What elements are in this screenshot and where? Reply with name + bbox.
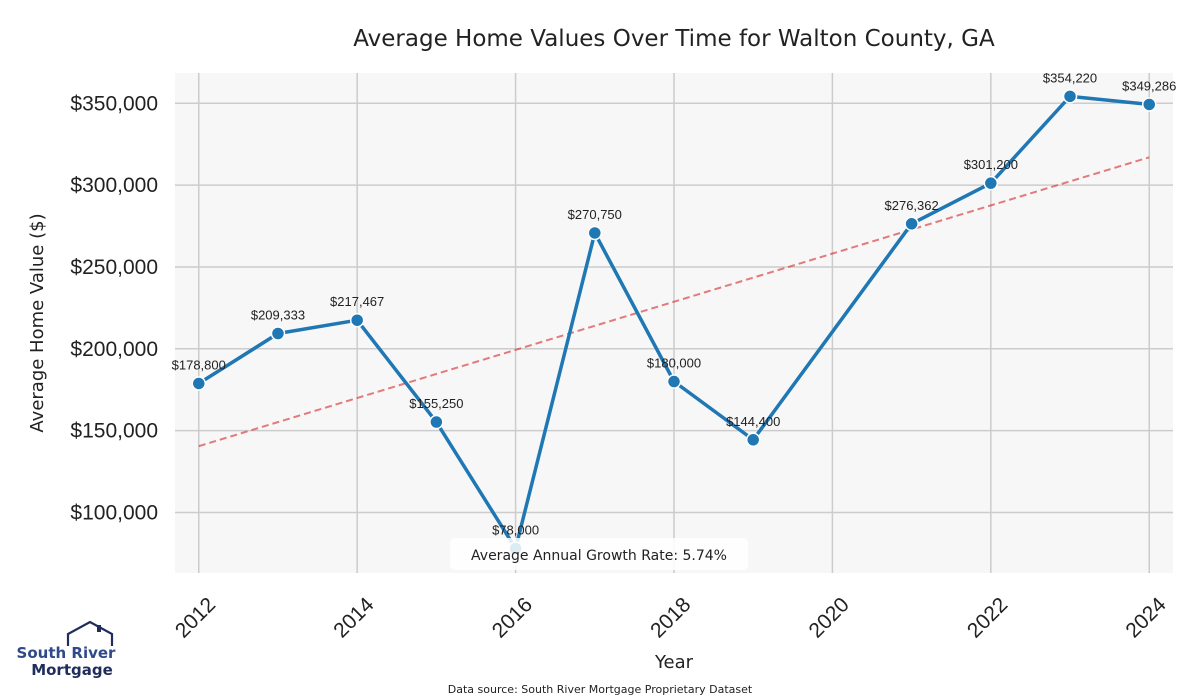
x-tick-label: 2020 xyxy=(805,593,854,642)
y-tick-label: $300,000 xyxy=(70,174,158,197)
data-point xyxy=(983,175,999,191)
x-tick-label: 2014 xyxy=(329,593,379,643)
growth-rate-text: Average Annual Growth Rate: 5.74% xyxy=(471,548,727,564)
chimney-icon xyxy=(97,625,101,632)
data-point xyxy=(587,225,603,241)
y-tick-label: $150,000 xyxy=(70,420,158,443)
data-label: $178,800 xyxy=(172,357,226,372)
x-tick-label: 2024 xyxy=(1121,593,1171,643)
y-tick-label: $250,000 xyxy=(70,256,158,279)
x-tick-label: 2022 xyxy=(963,593,1012,642)
data-point xyxy=(1141,97,1157,112)
data-point xyxy=(349,312,365,328)
y-axis-ticks: $100,000 $150,000 $200,000 $250,000 $300,000… xyxy=(70,92,158,524)
x-tick-label: 2018 xyxy=(646,593,695,642)
chart-title: Average Home Values Over Time for Walton… xyxy=(353,26,995,52)
y-tick-label: $350,000 xyxy=(70,92,158,115)
house-roof-icon xyxy=(66,620,114,646)
grid xyxy=(175,73,1173,573)
data-label: $301,200 xyxy=(964,157,1018,172)
data-point xyxy=(429,414,444,430)
x-tick-label: 2016 xyxy=(488,593,537,642)
data-point xyxy=(270,326,286,341)
data-label: $349,286 xyxy=(1122,78,1176,93)
data-label: $144,400 xyxy=(726,414,780,429)
x-tick-label: 2012 xyxy=(171,593,220,642)
y-tick-label: $100,000 xyxy=(70,501,158,524)
series-line xyxy=(197,94,1150,551)
logo-line2: Mortgage xyxy=(31,661,113,679)
data-label: $180,000 xyxy=(647,356,701,371)
data-label: $354,220 xyxy=(1043,70,1097,85)
trendline-path xyxy=(198,156,1150,448)
data-point xyxy=(666,374,682,389)
data-label: $209,333 xyxy=(251,308,305,323)
y-tick-label: $200,000 xyxy=(70,338,158,361)
data-label: $217,467 xyxy=(330,294,384,309)
growth-rate-annotation: Average Annual Growth Rate: 5.74% xyxy=(450,538,748,570)
data-label: $270,750 xyxy=(568,207,622,222)
data-point xyxy=(1062,89,1078,104)
company-logo: South River Mortgage xyxy=(17,620,117,679)
data-label: $155,250 xyxy=(409,396,463,411)
x-axis-label: Year xyxy=(654,652,694,673)
data-point xyxy=(904,216,919,232)
data-point xyxy=(191,376,207,391)
data-label: $78,000 xyxy=(492,522,539,537)
trendline xyxy=(198,156,1150,448)
y-axis-label: Average Home Value ($) xyxy=(27,213,48,432)
data-source-note: Data source: South River Mortgage Propri… xyxy=(448,683,753,696)
data-label: $276,362 xyxy=(885,198,939,213)
logo-line1: South River xyxy=(17,644,117,662)
data-point xyxy=(745,432,761,448)
x-axis-ticks: 2012 2014 2016 2018 2020 2022 2024 xyxy=(171,593,1171,643)
